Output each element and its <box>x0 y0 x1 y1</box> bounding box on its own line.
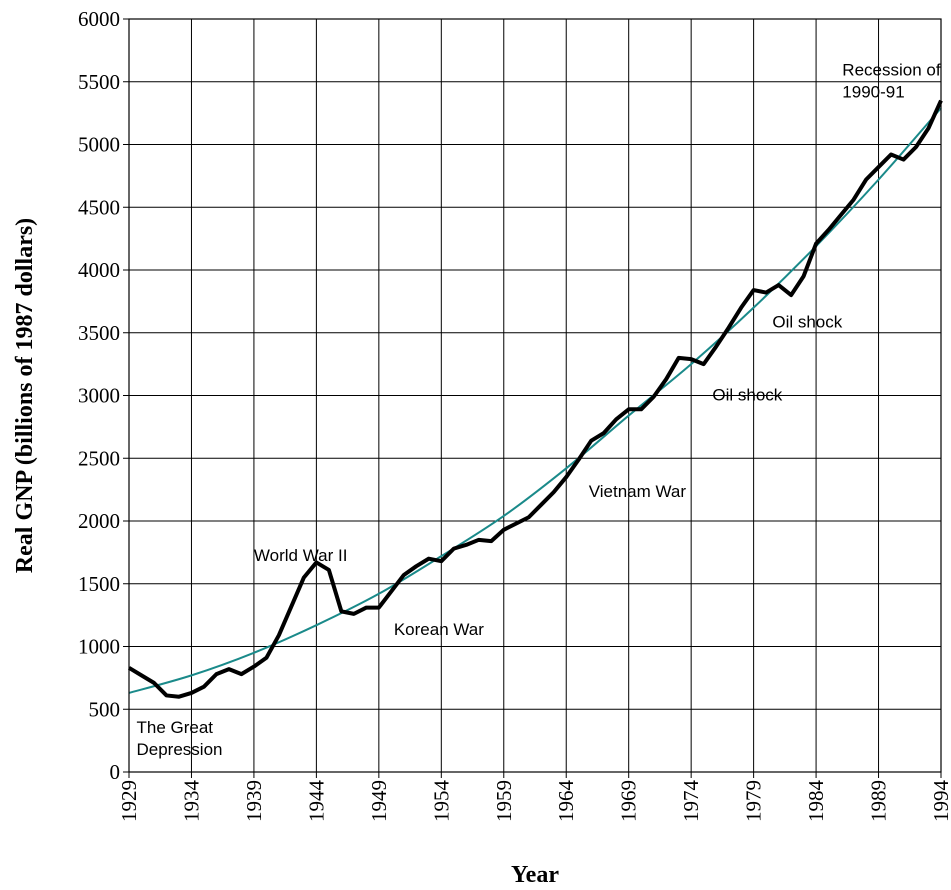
x-tick-label: 1929 <box>117 780 141 822</box>
annotation-line: 1990-91 <box>842 82 904 101</box>
y-tick-label: 3500 <box>78 321 120 345</box>
annotation-line: Oil shock <box>772 313 842 332</box>
annotation: Recession of 1990-91 <box>842 60 941 101</box>
y-tick-label: 3000 <box>78 384 120 408</box>
x-tick-label: 1944 <box>304 780 328 823</box>
x-tick-label: 1994 <box>929 780 951 823</box>
annotation-line: The Great <box>136 718 213 737</box>
annotation: Oil shock <box>712 386 782 405</box>
annotation: Vietnam War <box>589 482 687 501</box>
y-tick-label: 4000 <box>78 258 120 282</box>
y-tick-label: 2500 <box>78 446 120 470</box>
series-group <box>127 99 943 699</box>
annotation: The Great Depression <box>136 718 222 759</box>
y-tick-label: 500 <box>89 697 121 721</box>
y-tick-label: 0 <box>110 760 121 784</box>
x-tick-labels: 1929 1934 1939 1944 1949 1954 1959 1964 1969 1974… <box>117 780 951 823</box>
trend-line <box>128 107 942 694</box>
x-tick-label: 1949 <box>367 780 391 822</box>
annotation-line: Vietnam War <box>589 482 687 501</box>
x-tick-label: 1964 <box>554 780 578 823</box>
x-tick-label: 1959 <box>492 780 516 822</box>
x-tick-label: 1939 <box>242 780 266 822</box>
real-gnp-line <box>127 99 943 699</box>
x-tick-label: 1969 <box>617 780 641 822</box>
y-tick-label: 5000 <box>78 133 120 157</box>
plot-frame <box>128 18 942 773</box>
x-tick-label: 1984 <box>804 780 828 823</box>
annotation: World War II <box>254 546 348 565</box>
y-tick-label: 2000 <box>78 509 120 533</box>
annotation: Korean War <box>394 620 484 639</box>
y-tick-label: 4500 <box>78 195 120 219</box>
x-axis-title: Year <box>511 862 559 888</box>
y-tick-label: 1000 <box>78 635 120 659</box>
y-tick-label: 5500 <box>78 70 120 94</box>
y-axis-title: Real GNP (billions of 1987 dollars) <box>12 218 38 573</box>
x-tick-label: 1989 <box>867 780 891 822</box>
grid-lines <box>123 18 942 778</box>
annotation-line: World War II <box>254 546 348 565</box>
annotation: Oil shock <box>772 313 842 332</box>
x-tick-label: 1979 <box>742 780 766 822</box>
annotation-line: Korean War <box>394 620 484 639</box>
annotation-line: Depression <box>136 740 222 759</box>
annotation-line: Recession of <box>842 60 941 79</box>
y-tick-labels: 0 500 1000 1500 2000 2500 3000 3500 4000 4500 5000… <box>78 7 120 784</box>
annotation-line: Oil shock <box>712 386 782 405</box>
annotations: Recession of 1990-91 Oil shock Oil shock Vie… <box>136 60 940 759</box>
x-tick-label: 1954 <box>429 780 453 823</box>
x-tick-label: 1974 <box>679 780 703 823</box>
x-tick-label: 1934 <box>179 780 203 823</box>
y-tick-label: 1500 <box>78 572 120 596</box>
y-tick-label: 6000 <box>78 7 120 31</box>
